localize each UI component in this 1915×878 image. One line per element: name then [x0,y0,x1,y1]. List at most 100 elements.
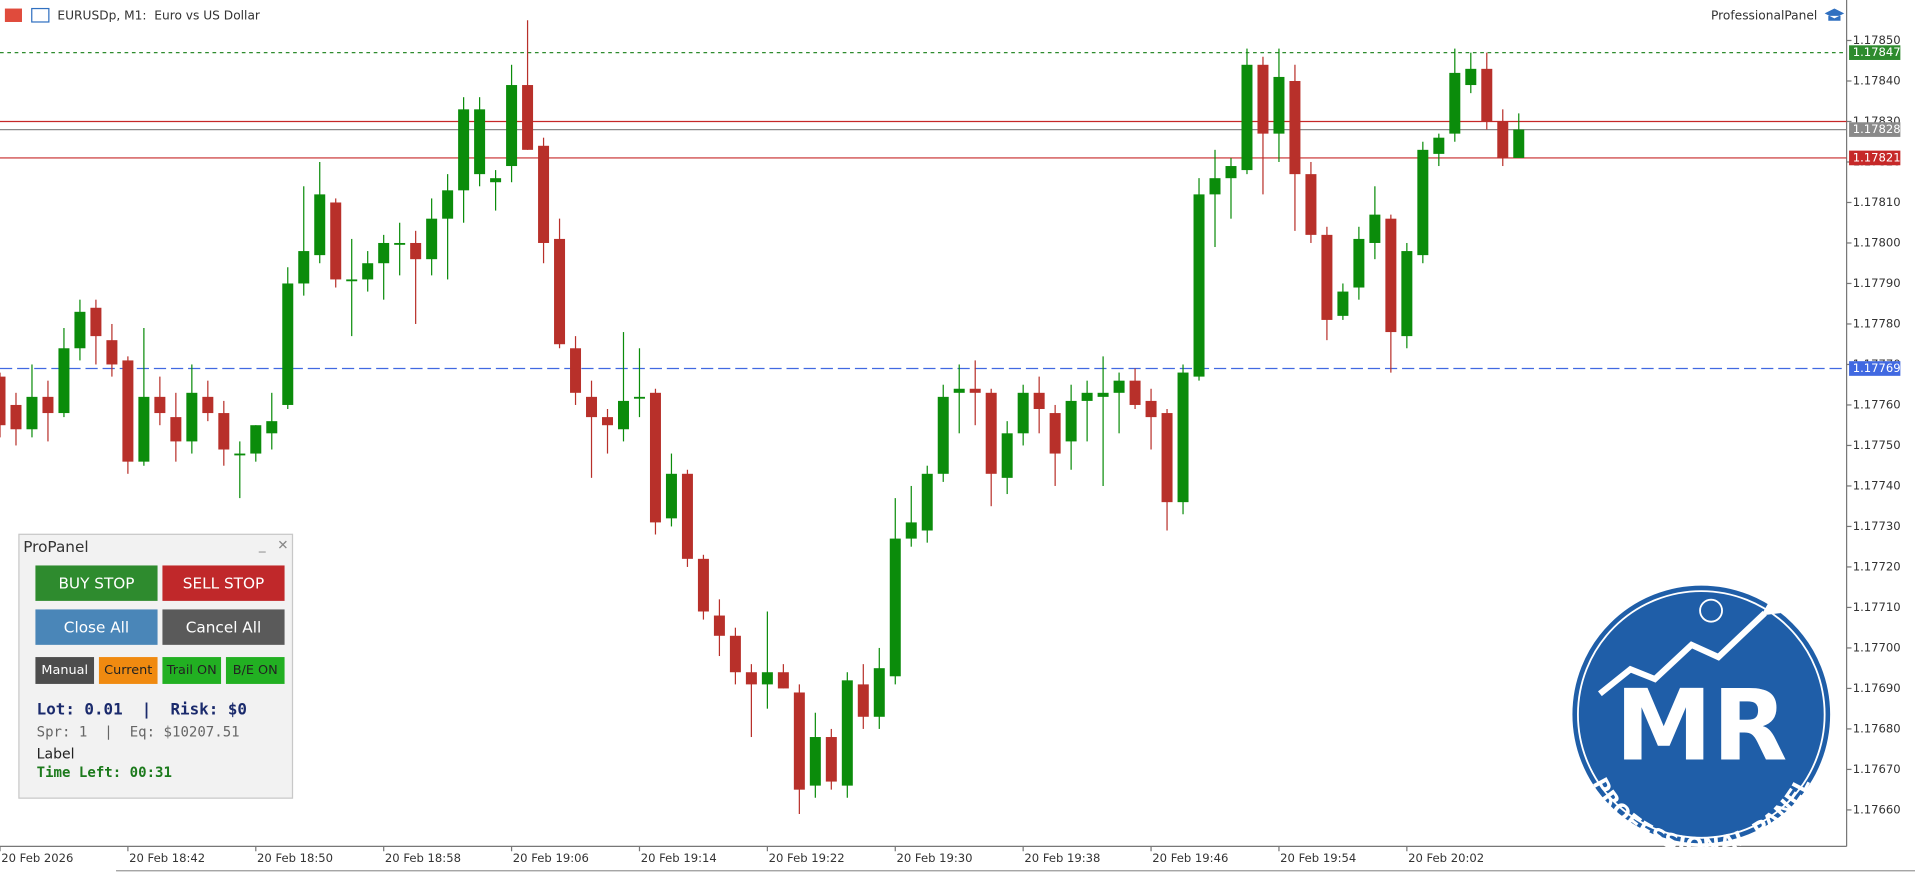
candle-body [1001,433,1013,478]
candle-body [1337,291,1349,316]
y-tick-label: 1.17720 [1853,559,1901,573]
candle-body [1369,214,1381,243]
close[interactable]: ✕ [277,537,289,554]
pro-panel: ProPanel _ ✕ BUY STOP SELL STOP Close Al… [18,533,294,799]
candle-body [1113,380,1125,393]
candle-body [729,635,741,673]
candle-body [122,360,134,462]
close-all-button[interactable]: Close All [35,609,158,645]
candle-body [1273,76,1285,134]
y-tick-label: 1.17780 [1853,316,1901,330]
candle-body [841,680,853,786]
candle-body [1305,174,1317,235]
y-tick-label: 1.17680 [1853,721,1901,735]
candle-body [1225,166,1237,179]
candle-body [1513,129,1525,158]
sell-stop-button[interactable]: SELL STOP [162,565,285,601]
candle-body [1161,413,1173,503]
candle-body [777,672,789,689]
breakeven-button[interactable]: B/E ON [225,657,285,684]
x-tick-label: 20 Feb 19:14 [641,851,717,865]
y-tick-label: 1.17850 [1853,33,1901,47]
candle-body [1241,64,1253,171]
price-tag-label: 1.17828 [1853,122,1901,136]
candle-body [905,522,917,539]
cancel-all-button[interactable]: Cancel All [162,609,285,645]
candle-body [586,396,598,418]
candle-body [346,279,358,282]
candle-body [266,421,278,434]
candle-body [0,376,6,426]
x-tick-label: 20 Feb 19:30 [896,851,972,865]
candle-body [1497,121,1509,158]
spread-equity: Spr: 1 | Eq: $10207.51 [37,723,240,740]
candle-body [154,396,166,414]
candle-body [649,392,661,523]
candle-body [90,307,102,337]
candle-body [1385,218,1397,333]
candle-body [1049,413,1061,454]
source-button[interactable]: Current [98,657,158,684]
candle-body [809,737,821,786]
candle-body [602,417,613,426]
candle-body [793,692,805,790]
y-tick-label: 1.17700 [1853,640,1901,654]
candle-body [1145,400,1157,418]
y-tick-label: 1.17670 [1853,762,1901,776]
candle-body [202,396,214,414]
menu-icon[interactable] [4,8,22,22]
chart-icon[interactable] [31,7,50,23]
time-left: Time Left: 00:31 [36,763,172,781]
candle-body [1289,80,1301,175]
candle-body [10,404,22,430]
candle-body [538,145,550,243]
lot-risk: Lot: 0.01 | Risk: $0 [37,701,247,719]
y-tick-label: 1.17740 [1853,478,1901,492]
candle-body [42,396,54,414]
trail-button[interactable]: Trail ON [162,657,222,684]
candle-body [857,684,869,717]
candle-body [74,311,86,349]
x-tick-label: 20 Feb 19:22 [769,851,845,865]
plot-area [0,20,1847,814]
candle-body [234,453,246,456]
label: Label [36,744,75,763]
logo: MR PROFESSIONAL PANEL [1568,581,1834,858]
candle-body [490,178,502,183]
candle-body [745,672,757,685]
y-tick-label: 1.17710 [1853,600,1901,614]
candle-body [1321,234,1333,320]
candle-body [633,396,645,399]
candle-body [1177,372,1189,503]
candle-body [394,242,406,245]
candle-body [106,340,118,365]
candle-body [250,425,262,454]
panel-icon [1824,8,1845,21]
buy-stop-button[interactable]: BUY STOP [35,565,158,601]
candle-body [218,413,230,450]
candle-body [58,348,70,414]
candle-body [282,283,294,405]
mode-button[interactable]: Manual [35,657,95,684]
price-tag-label: 1.17847 [1853,45,1901,59]
candle-body [985,392,997,474]
logo-letters: MR [1615,670,1787,784]
candle-body [1193,194,1205,377]
y-tick-label: 1.17810 [1853,195,1901,209]
candle-body [889,538,901,677]
price-tag [1849,150,1901,166]
y-tick-label: 1.17750 [1853,438,1901,452]
price-tag [1849,45,1901,60]
minimize[interactable]: _ [258,537,266,554]
candle-body [1417,149,1429,256]
equity: Eq: $10207.51 [129,723,240,741]
price-tag-label: 1.17821 [1853,150,1901,164]
candle-body [426,218,438,260]
candle-body [1257,64,1269,134]
candle-body [1401,251,1413,337]
candle-body [1081,392,1093,401]
y-tick-label: 1.17800 [1853,235,1901,249]
candle-body [186,392,198,442]
